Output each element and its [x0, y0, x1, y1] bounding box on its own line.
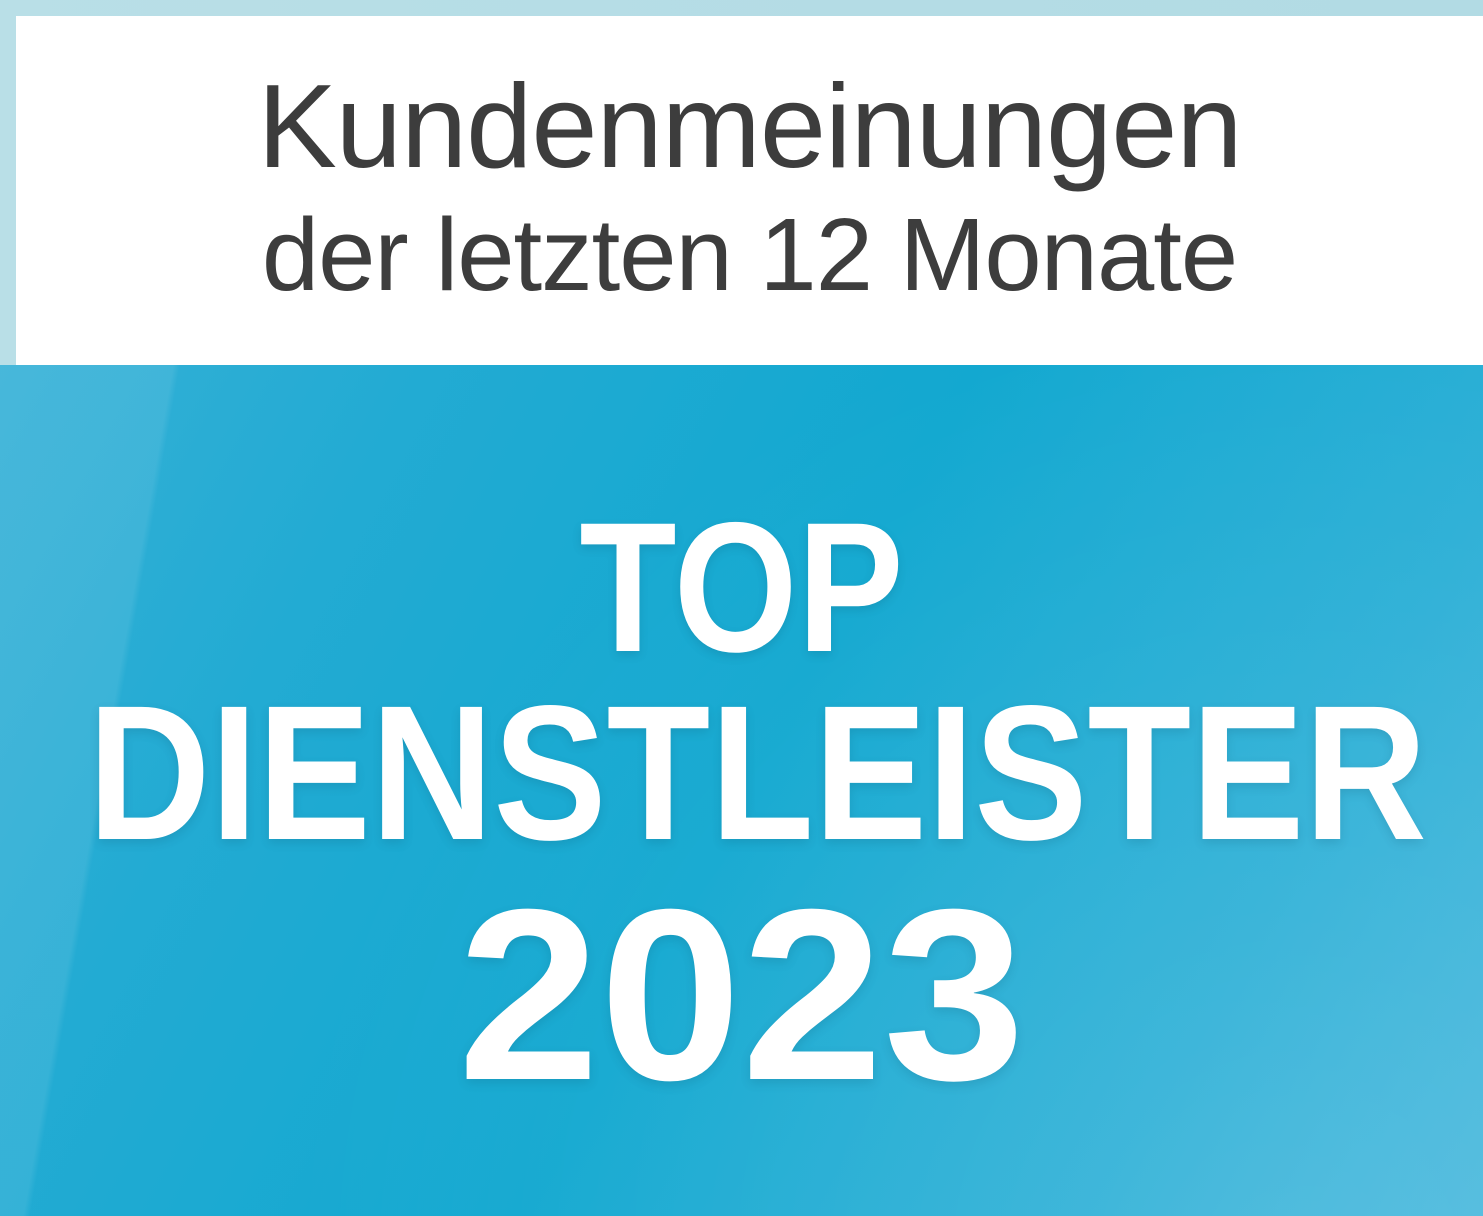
header-panel: Kundenmeinungen der letzten 12 Monate: [16, 16, 1483, 365]
header-line-2: der letzten 12 Monate: [261, 197, 1238, 312]
title-dienstleister-text: DIENSTLEISTER: [87, 665, 1427, 880]
title-top: TOP: [0, 496, 1483, 681]
title-top-text: TOP: [579, 485, 904, 691]
title-dienstleister: DIENSTLEISTER: [0, 677, 1483, 869]
title-year-text: 2023: [457, 858, 1026, 1131]
header-line-1: Kundenmeinungen: [257, 60, 1242, 193]
title-year: 2023: [0, 873, 1483, 1117]
badge-frame: Kundenmeinungen der letzten 12 Monate: [0, 0, 1483, 365]
